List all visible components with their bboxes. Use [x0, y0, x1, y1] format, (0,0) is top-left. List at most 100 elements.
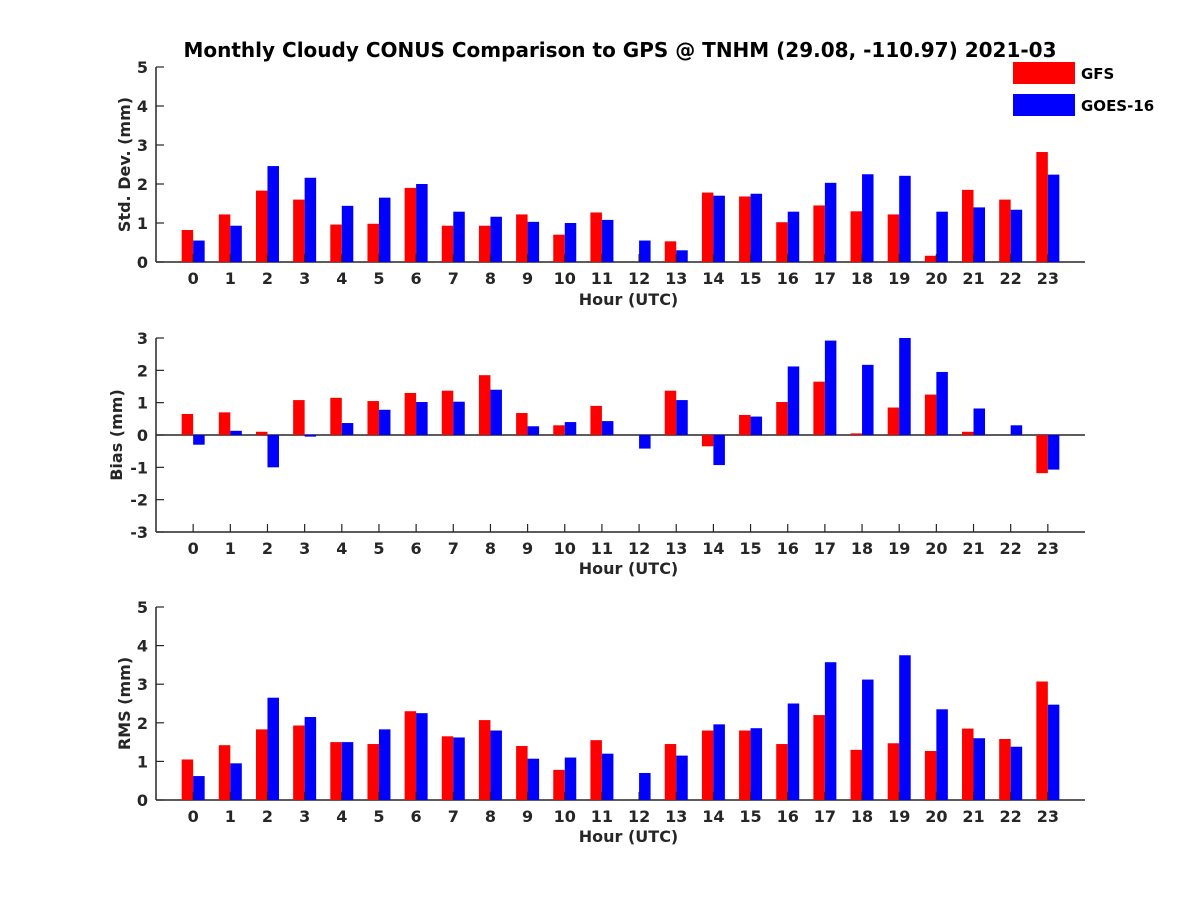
- x-tick-label: 8: [485, 807, 496, 826]
- x-tick-label: 19: [888, 269, 910, 288]
- bar-gfs-hour-19: [887, 743, 900, 800]
- bar-goes16-hour-19: [899, 175, 911, 262]
- y-tick-label: -2: [130, 491, 148, 510]
- legend-label-goes16: GOES-16: [1081, 97, 1154, 115]
- y-tick-label: -3: [130, 523, 148, 542]
- bar-gfs-hour-10: [553, 425, 565, 435]
- bar-goes16-hour-17: [824, 340, 837, 435]
- y-tick-label: 0: [137, 791, 148, 810]
- bar-gfs-hour-15: [739, 196, 751, 262]
- bar-gfs-hour-22: [999, 739, 1011, 800]
- bar-goes16-hour-1: [230, 763, 242, 800]
- bar-goes16-hour-7: [453, 401, 465, 435]
- bar-goes16-hour-13: [676, 250, 688, 262]
- y-axis-label: Bias (mm): [107, 389, 126, 481]
- x-tick-label: 0: [188, 269, 199, 288]
- bar-goes16-hour-22: [1010, 425, 1023, 435]
- x-tick-label: 10: [554, 807, 576, 826]
- bar-gfs-hour-3: [293, 400, 305, 435]
- x-tick-label: 1: [225, 807, 236, 826]
- bar-goes16-hour-2: [267, 435, 279, 468]
- x-tick-label: 9: [522, 269, 533, 288]
- x-tick-label: 7: [448, 269, 459, 288]
- x-tick-label: 6: [411, 539, 422, 558]
- bar-goes16-hour-14: [713, 435, 725, 466]
- bar-goes16-hour-5: [378, 729, 391, 800]
- bar-gfs-hour-9: [516, 413, 528, 435]
- bar-goes16-hour-11: [601, 421, 614, 435]
- legend-swatch-goes16: [1013, 94, 1075, 116]
- bar-gfs-hour-18: [850, 433, 863, 435]
- bar-goes16-hour-14: [713, 195, 725, 262]
- bar-goes16-hour-7: [453, 737, 465, 800]
- bar-gfs-hour-2: [255, 190, 268, 262]
- x-tick-label: 21: [962, 269, 984, 288]
- bar-gfs-hour-11: [590, 405, 602, 435]
- bar-goes16-hour-3: [304, 177, 317, 262]
- bar-goes16-hour-11: [601, 219, 614, 262]
- bar-gfs-hour-13: [664, 744, 677, 800]
- bar-goes16-hour-5: [378, 197, 391, 262]
- bar-goes16-hour-16: [787, 211, 800, 262]
- bar-gfs-hour-2: [255, 431, 268, 435]
- x-tick-label: 10: [554, 269, 576, 288]
- bar-gfs-hour-7: [441, 225, 454, 262]
- x-tick-label: 13: [665, 807, 687, 826]
- bar-goes16-hour-8: [490, 216, 502, 262]
- bar-gfs-hour-18: [850, 211, 863, 262]
- y-tick-label: 4: [137, 97, 148, 116]
- x-tick-label: 3: [299, 269, 310, 288]
- bar-gfs-hour-23: [1036, 152, 1048, 262]
- bar-gfs-hour-1: [218, 412, 231, 435]
- bar-goes16-hour-12: [639, 435, 651, 449]
- x-tick-label: 15: [739, 269, 761, 288]
- bar-gfs-hour-7: [441, 736, 454, 800]
- x-tick-label: 12: [628, 269, 650, 288]
- y-tick-label: -1: [130, 458, 148, 477]
- x-tick-label: 22: [1000, 539, 1022, 558]
- bar-gfs-hour-20: [924, 394, 937, 435]
- bar-gfs-hour-6: [404, 711, 417, 800]
- bar-goes16-hour-21: [973, 207, 986, 262]
- bar-goes16-hour-22: [1010, 209, 1023, 262]
- x-tick-label: 2: [262, 269, 273, 288]
- x-tick-label: 4: [336, 269, 347, 288]
- x-tick-label: 1: [225, 539, 236, 558]
- bar-gfs-hour-10: [553, 234, 565, 262]
- bar-goes16-hour-17: [824, 662, 837, 800]
- y-tick-label: 1: [137, 752, 148, 771]
- bar-goes16-hour-3: [304, 717, 317, 800]
- bar-goes16-hour-20: [936, 211, 948, 262]
- bar-goes16-hour-23: [1047, 704, 1060, 800]
- bar-goes16-hour-10: [564, 757, 577, 800]
- bar-goes16-hour-9: [527, 221, 540, 262]
- bar-gfs-hour-17: [813, 715, 825, 800]
- x-tick-label: 20: [925, 269, 947, 288]
- bar-gfs-hour-13: [664, 241, 677, 262]
- bar-gfs-hour-16: [776, 402, 788, 435]
- bar-goes16-hour-4: [341, 423, 354, 435]
- bar-goes16-hour-12: [639, 772, 651, 800]
- x-tick-label: 14: [702, 269, 724, 288]
- x-tick-label: 19: [888, 539, 910, 558]
- bar-gfs-hour-5: [367, 223, 379, 262]
- bar-gfs-hour-4: [330, 742, 342, 800]
- x-tick-label: 22: [1000, 807, 1022, 826]
- bar-gfs-hour-22: [999, 199, 1011, 262]
- bar-gfs-hour-11: [590, 212, 602, 262]
- x-tick-label: 16: [777, 539, 799, 558]
- bar-goes16-hour-6: [416, 402, 428, 435]
- bar-goes16-hour-3: [304, 435, 317, 437]
- bar-gfs-hour-13: [664, 390, 677, 435]
- bar-goes16-hour-19: [899, 338, 911, 435]
- bar-goes16-hour-15: [750, 193, 763, 262]
- x-tick-label: 9: [522, 539, 533, 558]
- x-tick-label: 21: [962, 807, 984, 826]
- x-tick-label: 11: [591, 269, 613, 288]
- bar-gfs-hour-5: [367, 401, 379, 435]
- x-tick-label: 0: [188, 539, 199, 558]
- x-tick-label: 5: [373, 269, 384, 288]
- bar-goes16-hour-18: [862, 679, 874, 800]
- x-tick-label: 1: [225, 269, 236, 288]
- bar-goes16-hour-11: [601, 753, 614, 800]
